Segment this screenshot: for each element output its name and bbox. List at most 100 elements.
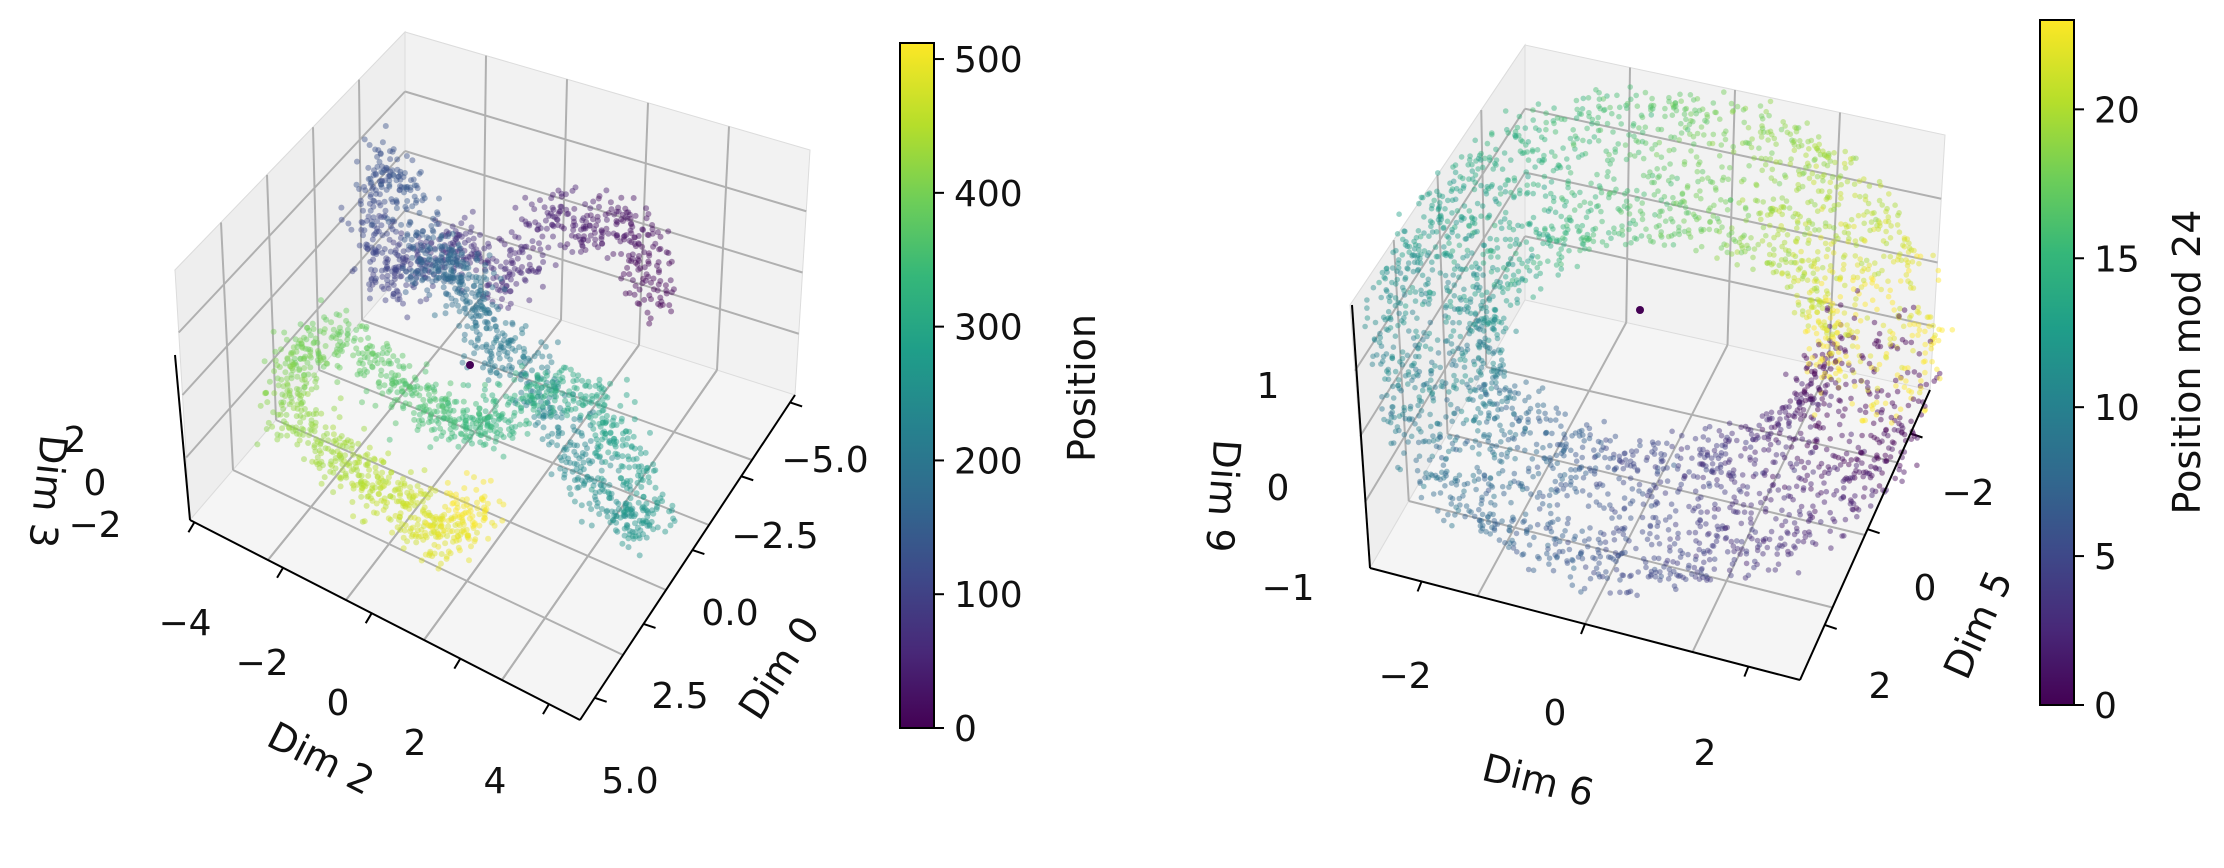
chart-1-point	[526, 268, 533, 275]
chart-1-point	[531, 414, 538, 420]
chart-1-point	[613, 422, 620, 428]
chart-1-point	[262, 390, 269, 397]
chart-2-point	[1821, 499, 1828, 505]
chart-2-point	[1390, 249, 1396, 256]
chart-1-point	[423, 296, 430, 303]
chart-1-point	[499, 411, 506, 417]
chart-1-point	[600, 407, 607, 414]
chart-1-point	[278, 402, 285, 408]
chart-1-point	[534, 374, 541, 381]
chart-2-point	[1688, 148, 1694, 154]
chart-2-point	[1758, 134, 1765, 140]
chart-1-point	[535, 222, 542, 229]
chart-1-point	[650, 243, 657, 250]
chart-1-point	[609, 417, 616, 424]
chart-1-point	[555, 384, 561, 390]
chart-1-point	[428, 411, 435, 418]
chart-1-point	[381, 214, 388, 221]
chart-1-point	[353, 327, 360, 333]
chart-1-point	[343, 307, 350, 314]
chart-1-point	[469, 208, 476, 215]
chart-1-point	[293, 362, 300, 369]
chart-1-point	[611, 211, 618, 218]
chart-2-point	[1513, 133, 1519, 139]
chart-1-point	[478, 306, 485, 313]
chart-1-point	[449, 239, 456, 246]
chart-1-point	[486, 310, 493, 317]
chart-2-point	[1889, 299, 1896, 306]
chart-1-point	[384, 350, 391, 357]
chart-1-point	[407, 184, 414, 191]
chart-1-point	[625, 535, 632, 542]
chart-2-point	[1738, 538, 1745, 545]
chart-2-point	[1406, 328, 1412, 334]
chart-1-point	[386, 172, 393, 179]
chart-1-point	[641, 264, 648, 271]
chart-2-point	[1542, 410, 1548, 417]
chart-1-point	[450, 407, 457, 414]
chart-1-point	[644, 513, 651, 520]
chart-1-point	[423, 238, 430, 245]
chart-1-point	[603, 216, 610, 223]
chart-1-point	[460, 409, 467, 416]
chart-1-point	[620, 233, 627, 240]
chart-1-point	[420, 192, 427, 199]
chart-2-point	[1499, 166, 1506, 172]
chart-1-point	[469, 440, 475, 447]
chart-2-point	[1844, 332, 1851, 338]
chart-2-point	[1505, 261, 1512, 268]
chart-1-point	[643, 271, 650, 278]
chart-1-point	[579, 401, 586, 408]
chart-2-point	[1681, 228, 1688, 235]
chart-2-point	[1821, 480, 1827, 486]
chart-1-point	[483, 325, 490, 331]
chart-1-point	[473, 278, 480, 285]
chart-1-point	[304, 359, 311, 366]
chart-2-point	[1668, 216, 1674, 222]
chart-1-point	[504, 401, 511, 408]
chart-1-point	[482, 507, 489, 514]
chart-1-point	[521, 398, 528, 405]
chart-1-point	[288, 394, 295, 401]
chart-1-point	[296, 437, 303, 444]
chart-1-point	[522, 323, 529, 329]
chart-1-point	[567, 442, 573, 448]
chart-1-point	[345, 220, 352, 227]
chart-1-point	[519, 330, 526, 337]
chart-1-point	[613, 519, 620, 526]
chart-2-point	[1432, 244, 1439, 250]
chart-2-point	[1784, 232, 1791, 238]
chart-2-point	[1897, 406, 1904, 413]
chart-1-point	[414, 247, 421, 254]
chart-2-point	[1586, 113, 1592, 120]
chart-1-point	[482, 430, 489, 437]
chart-2-point	[1489, 130, 1495, 136]
chart-1-point	[573, 466, 580, 473]
chart-1-point	[347, 438, 354, 445]
chart-1-point	[590, 409, 597, 416]
chart-1-point	[518, 408, 525, 415]
chart-2-point	[1836, 421, 1843, 428]
chart-2-point	[1871, 319, 1878, 326]
chart-2-point	[1647, 530, 1653, 537]
chart-1-point	[401, 381, 408, 387]
chart-1-point	[357, 197, 364, 204]
chart-1-point	[395, 252, 402, 259]
chart-1-point	[419, 259, 426, 266]
chart-1-point	[620, 513, 627, 519]
chart-1-point	[379, 283, 385, 290]
chart-2-point	[1458, 408, 1465, 415]
chart-2-point	[1481, 387, 1488, 394]
chart-1-point	[619, 436, 626, 443]
chart-1-point	[343, 341, 350, 347]
chart-2-point	[1451, 293, 1458, 299]
chart-1-point	[467, 508, 474, 514]
chart-2-point	[1860, 355, 1866, 361]
chart-2-point	[1806, 146, 1812, 152]
chart-2-point	[1588, 207, 1594, 213]
chart-1-point	[402, 289, 409, 296]
chart-1-point	[506, 431, 513, 438]
chart-1-point	[485, 361, 492, 368]
chart-2-point	[1692, 505, 1698, 512]
chart-2-point	[1665, 527, 1672, 533]
